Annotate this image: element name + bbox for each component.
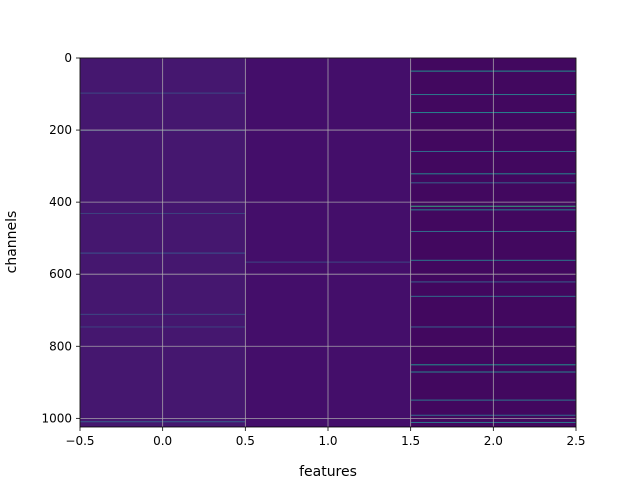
x-axis-label: features <box>299 464 357 480</box>
y-tick-label: 400 <box>49 195 72 209</box>
x-tick-label: 2.5 <box>566 434 585 448</box>
x-axis-ticks: −0.5 0.0 0.5 1.0 1.5 2.0 2.5 <box>65 427 586 448</box>
y-tick-label: 800 <box>49 339 72 353</box>
x-tick-label: −0.5 <box>65 434 94 448</box>
y-axis-label: channels <box>4 211 20 274</box>
x-tick-label: 0.0 <box>153 434 172 448</box>
y-axis-ticks: 0 200 400 600 800 1000 <box>41 51 80 425</box>
x-tick-label: 2.0 <box>484 434 503 448</box>
y-tick-label: 0 <box>64 51 72 65</box>
x-tick-label: 1.0 <box>318 434 337 448</box>
x-tick-label: 1.5 <box>401 434 420 448</box>
y-tick-label: 600 <box>49 267 72 281</box>
y-tick-label: 200 <box>49 123 72 137</box>
y-tick-label: 1000 <box>41 411 72 425</box>
x-tick-label: 0.5 <box>236 434 255 448</box>
